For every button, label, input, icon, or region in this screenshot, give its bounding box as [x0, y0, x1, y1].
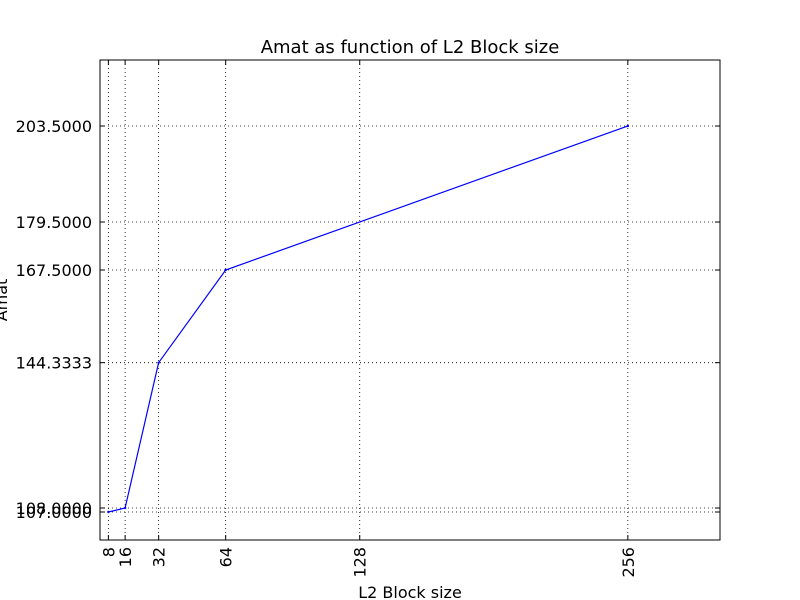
data-point	[157, 361, 160, 364]
series-layer	[107, 124, 630, 514]
x-tick-label: 8	[99, 547, 118, 557]
y-tick-label: 108.0000	[16, 499, 92, 518]
series-line	[108, 125, 629, 513]
y-tick-label: 144.3333	[16, 354, 92, 373]
y-tick-label: 167.5000	[16, 261, 92, 280]
data-point	[107, 510, 110, 514]
y-tick-label: 203.5000	[16, 117, 92, 136]
y-axis-label: Amat	[0, 279, 11, 322]
x-axis-ticks: 816 32 64 128 256	[99, 60, 638, 578]
x-tick-label: 64	[217, 547, 236, 567]
data-point	[224, 268, 227, 272]
y-tick-label: 107.0000	[16, 503, 92, 522]
grid-lines	[100, 60, 720, 540]
x-axis-label: L2 Block size	[358, 583, 462, 600]
data-point	[626, 124, 630, 128]
x-tick-label: 128	[351, 547, 370, 578]
y-tick-label: 179.5000	[16, 213, 92, 232]
x-tick-label: 32	[150, 547, 169, 567]
data-point	[123, 506, 127, 510]
x-tick-label: 256	[619, 547, 638, 578]
chart-title: Amat as function of L2 Block size	[261, 37, 560, 58]
plot-frame	[99, 59, 721, 541]
x-tick-label: 16	[116, 547, 135, 567]
